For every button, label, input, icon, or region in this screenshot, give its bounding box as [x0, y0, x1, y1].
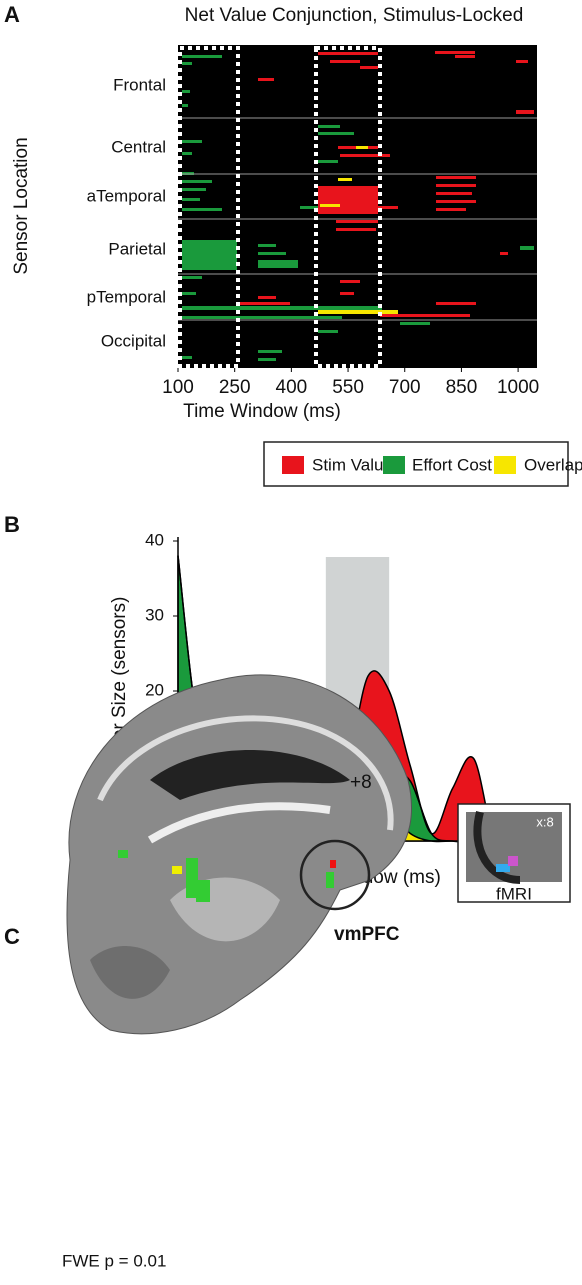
y-tick-label: 40: [145, 530, 164, 549]
y-tick-label: aTemporal: [87, 186, 166, 205]
panel-letter: B: [4, 512, 20, 537]
threshold-label: FWE p = 0.01: [62, 1251, 166, 1270]
x-tick-label: 700: [389, 377, 421, 398]
y-tick-label: 20: [145, 680, 164, 699]
legend-label: Overlap: [524, 455, 582, 474]
chart-title: Net Value Conjunction, Stimulus-Locked: [185, 5, 524, 26]
x-axis-label: Time Window (ms): [183, 401, 341, 422]
x-tick-label: 250: [219, 377, 251, 398]
x-tick-label: 100: [162, 377, 194, 398]
y-axis-label: Sensor Location: [11, 137, 32, 274]
y-tick-label: 30: [145, 605, 164, 624]
legend-swatch: [494, 456, 516, 474]
y-tick-label: Frontal: [113, 75, 166, 94]
y-tick-label: Occipital: [101, 331, 166, 350]
legend-swatch: [282, 456, 304, 474]
region-label: vmPFC: [334, 924, 400, 945]
legend-swatch: [383, 456, 405, 474]
inset-image: [466, 810, 562, 884]
x-tick-label: 400: [276, 377, 308, 398]
inset-label: fMRI: [496, 884, 532, 903]
raster-segments: [182, 51, 534, 361]
panel-letter: A: [4, 2, 20, 27]
slice-label: +8: [350, 772, 372, 793]
y-tick-label: Parietal: [108, 239, 166, 258]
window-boxes: [178, 46, 382, 368]
panel-letter: C: [4, 924, 20, 949]
inset-slice: x:8: [536, 814, 553, 829]
x-tick-label: 850: [446, 377, 478, 398]
x-tick-label: 1000: [497, 377, 539, 398]
legend-box: [263, 441, 569, 487]
brain-image: [66, 674, 412, 1035]
x-tick-label: 550: [332, 377, 364, 398]
legend-label: Stim Value: [312, 455, 393, 474]
y-tick-label: pTemporal: [87, 287, 166, 306]
y-tick-label: Central: [111, 137, 166, 156]
legend-label: Effort Cost: [412, 455, 492, 474]
